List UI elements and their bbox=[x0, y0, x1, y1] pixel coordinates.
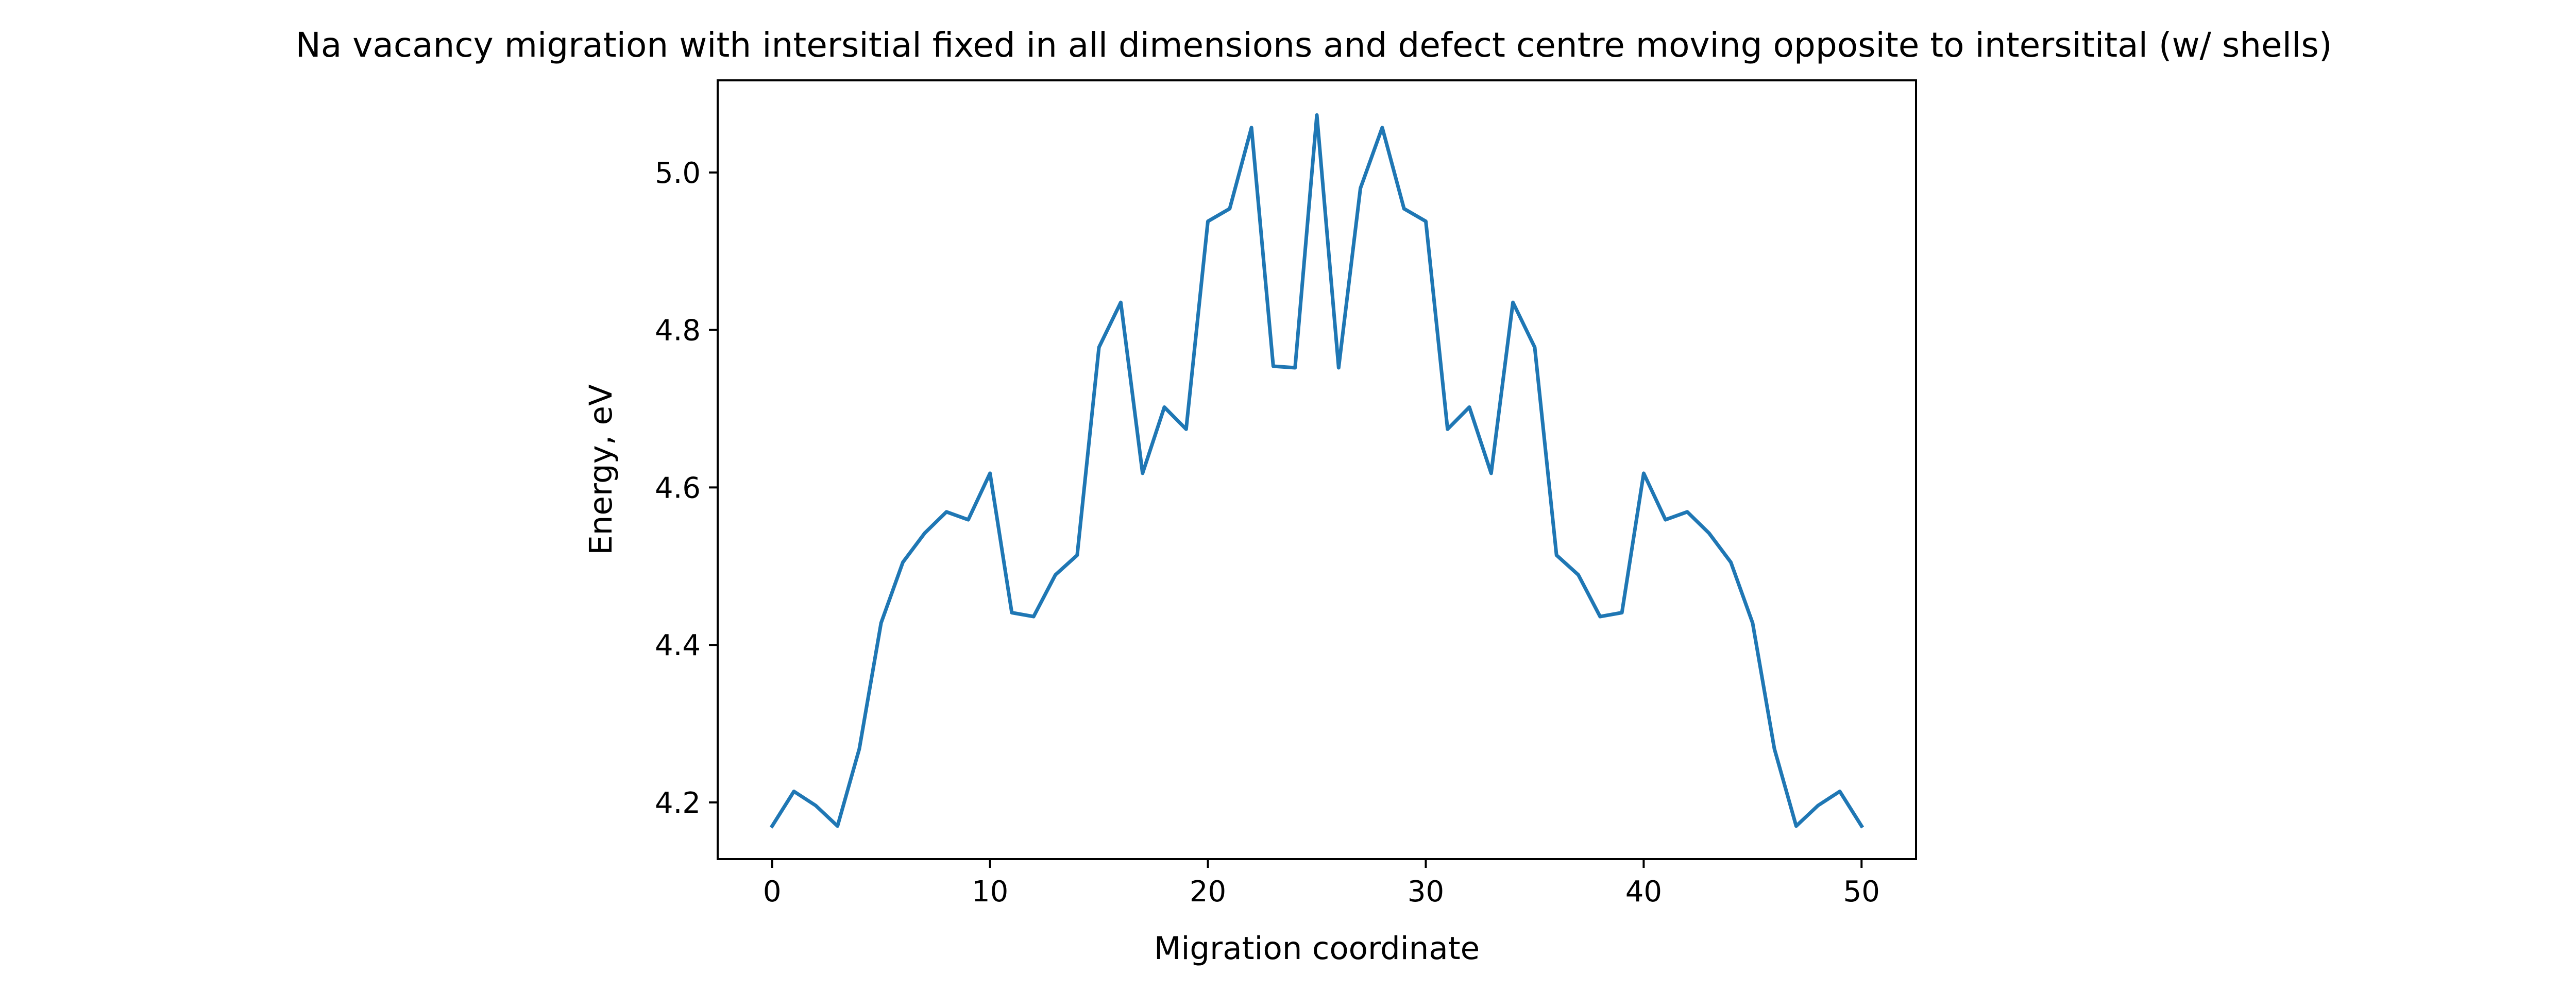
y-tick-label: 4.8 bbox=[655, 314, 701, 348]
data-point bbox=[1272, 365, 1275, 368]
chart-title: Na vacancy migration with intersitial fi… bbox=[296, 25, 2332, 65]
data-point bbox=[1511, 301, 1515, 304]
data-point bbox=[836, 824, 839, 828]
data-point bbox=[1489, 471, 1493, 475]
data-point bbox=[1119, 301, 1123, 304]
x-axis-label: Migration coordinate bbox=[1154, 930, 1480, 967]
data-point bbox=[967, 518, 970, 522]
x-axis: 0 10 20 30 40 50 bbox=[763, 859, 1880, 909]
data-point bbox=[1359, 186, 1362, 190]
data-point bbox=[1054, 573, 1057, 577]
data-point bbox=[923, 532, 926, 535]
data-point bbox=[1010, 611, 1013, 614]
data-point bbox=[1468, 405, 1471, 409]
data-point bbox=[770, 824, 774, 828]
data-point bbox=[1184, 427, 1188, 431]
data-point bbox=[1816, 804, 1820, 807]
y-tick-label: 4.4 bbox=[655, 629, 701, 662]
data-point bbox=[1337, 366, 1341, 369]
data-point bbox=[1446, 427, 1449, 431]
data-point bbox=[879, 621, 883, 625]
data-point bbox=[814, 804, 818, 807]
y-axis: 4.2 4.4 4.6 4.8 5.0 bbox=[655, 157, 718, 820]
data-point bbox=[1402, 207, 1406, 211]
data-point bbox=[1097, 346, 1101, 349]
x-tick-label: 40 bbox=[1625, 875, 1662, 909]
data-point bbox=[1707, 532, 1711, 535]
data-point bbox=[988, 471, 992, 475]
data-point bbox=[1075, 553, 1079, 557]
x-tick-label: 30 bbox=[1408, 875, 1444, 909]
data-point bbox=[1533, 346, 1536, 349]
data-point bbox=[1860, 824, 1863, 828]
data-point bbox=[1206, 219, 1210, 223]
data-point bbox=[945, 510, 948, 514]
data-point bbox=[1838, 790, 1841, 793]
data-point bbox=[1729, 560, 1733, 564]
data-point bbox=[1664, 518, 1667, 522]
data-point bbox=[1794, 824, 1798, 828]
series-layer bbox=[769, 113, 1865, 829]
y-axis-label: Energy, eV bbox=[583, 384, 619, 555]
data-point bbox=[901, 560, 905, 564]
data-point bbox=[1424, 219, 1428, 223]
data-point bbox=[1032, 615, 1036, 619]
x-tick-label: 0 bbox=[763, 875, 782, 909]
data-point bbox=[1642, 471, 1646, 475]
data-point bbox=[1293, 366, 1297, 369]
y-tick-label: 5.0 bbox=[655, 157, 701, 190]
y-tick-label: 4.2 bbox=[655, 786, 701, 820]
data-point bbox=[1577, 573, 1580, 577]
data-point bbox=[1620, 611, 1624, 614]
data-point bbox=[1555, 553, 1558, 557]
data-point bbox=[1598, 615, 1602, 619]
data-point bbox=[1751, 621, 1754, 625]
data-point bbox=[1228, 207, 1231, 211]
data-point bbox=[1141, 471, 1144, 475]
data-point bbox=[792, 790, 795, 793]
x-tick-label: 20 bbox=[1190, 875, 1226, 909]
data-point bbox=[857, 747, 861, 750]
data-point bbox=[1163, 405, 1166, 409]
data-point bbox=[1250, 126, 1253, 129]
y-tick-label: 4.6 bbox=[655, 471, 701, 505]
x-tick-label: 50 bbox=[1843, 875, 1880, 909]
data-point bbox=[1380, 126, 1384, 129]
data-point bbox=[1685, 510, 1689, 514]
data-point bbox=[1773, 747, 1776, 750]
plot-area-frame bbox=[717, 79, 1917, 860]
x-tick-label: 10 bbox=[972, 875, 1008, 909]
data-point bbox=[1315, 113, 1318, 117]
